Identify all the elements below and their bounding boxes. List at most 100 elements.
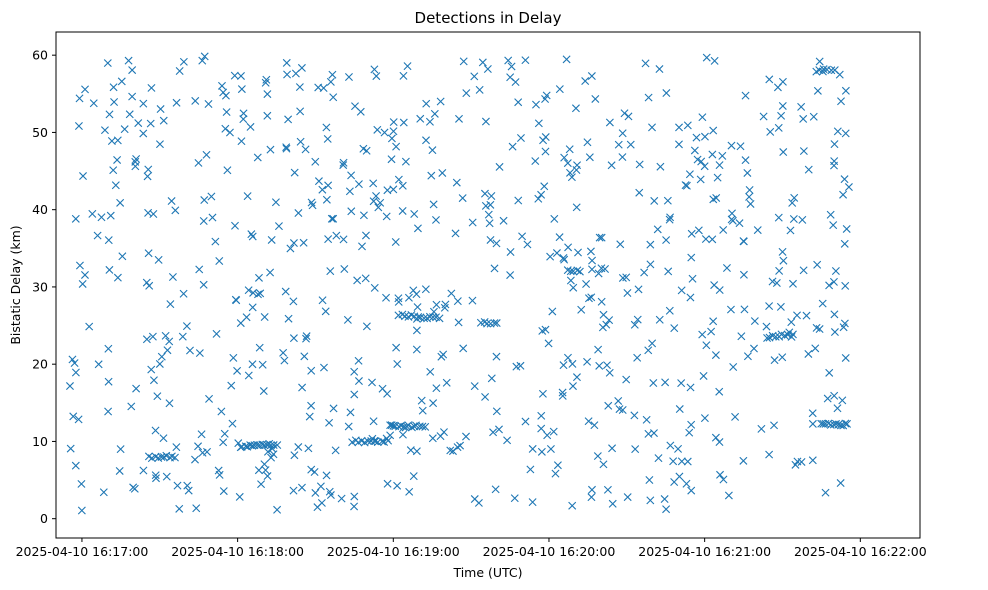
detection-point [572, 203, 581, 212]
detection-point [586, 247, 595, 256]
detection-point [559, 361, 568, 370]
detection-point [178, 332, 187, 341]
detection-point [103, 59, 112, 68]
detection-point [421, 285, 430, 294]
detection-point [307, 465, 316, 474]
detection-point [687, 253, 696, 262]
detection-point [729, 362, 738, 371]
detection-point [542, 91, 551, 100]
detection-point [499, 216, 508, 225]
detection-point [266, 441, 275, 450]
detection-point [504, 56, 513, 65]
detection-point [653, 225, 662, 234]
detection-point [220, 429, 229, 438]
detection-point [453, 297, 462, 306]
detection-point [256, 289, 265, 298]
detection-point [326, 267, 335, 276]
detection-point [833, 404, 842, 413]
detection-point [514, 98, 523, 107]
detection-point [104, 344, 113, 353]
detection-point [257, 480, 266, 489]
detection-point [437, 352, 446, 361]
detection-point [237, 85, 246, 94]
detection-point [838, 396, 847, 405]
detection-point [254, 273, 263, 282]
detection-point [649, 378, 658, 387]
detection-point [648, 339, 657, 348]
detection-point [558, 391, 567, 400]
detection-point [311, 157, 320, 166]
detection-point [693, 155, 702, 164]
detection-point [279, 348, 288, 357]
detection-point [225, 128, 234, 137]
detection-point [163, 346, 172, 355]
detection-point [765, 302, 774, 311]
detection-point [722, 264, 731, 273]
detection-point [459, 344, 468, 353]
detection-point [148, 332, 157, 341]
detection-point [728, 209, 736, 218]
detection-point [739, 456, 748, 465]
detection-point [582, 280, 591, 289]
detection-point [508, 142, 517, 151]
detection-point [709, 195, 718, 204]
detection-point [347, 207, 356, 216]
detection-point [429, 399, 438, 408]
detection-point [503, 436, 512, 445]
x-tick-label: 2025-04-10 16:17:00 [16, 544, 149, 559]
detection-point [840, 175, 849, 184]
detection-point [431, 215, 440, 224]
detection-point [304, 444, 313, 453]
detection-point [475, 85, 484, 94]
detection-point [97, 213, 106, 222]
detection-point [298, 383, 307, 392]
detection-point [294, 443, 303, 452]
detection-point [363, 437, 372, 446]
detection-point [832, 419, 840, 428]
detection-point [125, 110, 134, 119]
detection-point [89, 99, 98, 108]
detection-point [587, 265, 596, 274]
detection-point [350, 502, 359, 511]
detection-point [548, 307, 557, 316]
detection-point [154, 255, 163, 264]
detection-point [142, 278, 151, 287]
detection-point [281, 287, 290, 296]
detection-point [235, 492, 244, 501]
detection-point [788, 330, 797, 339]
detection-point [175, 504, 184, 513]
detection-point [624, 112, 633, 121]
detection-point [159, 116, 168, 125]
detection-point [830, 140, 839, 149]
detection-point [478, 58, 487, 67]
detection-point [399, 423, 408, 432]
detection-point [836, 421, 845, 430]
detection-point [399, 71, 408, 80]
detection-point [159, 453, 168, 462]
detection-point [422, 136, 430, 145]
detection-point [393, 481, 402, 490]
detection-point [295, 83, 304, 92]
detection-point [412, 290, 421, 299]
detection-point [318, 185, 327, 194]
detection-point [155, 140, 164, 149]
detection-point [675, 405, 684, 414]
detection-point [768, 277, 777, 286]
detection-point [184, 486, 193, 495]
detection-point [591, 94, 600, 103]
detection-point [191, 455, 199, 464]
detection-point [583, 357, 592, 366]
detection-point [564, 243, 573, 252]
detection-point [553, 461, 562, 470]
detection-point [172, 98, 181, 107]
detection-point [700, 162, 709, 171]
detection-point [302, 334, 311, 343]
detection-point [282, 58, 291, 67]
detection-point [483, 319, 492, 328]
detection-point [329, 404, 338, 413]
detection-point [104, 377, 113, 386]
detection-point [779, 256, 788, 265]
detection-point [301, 145, 310, 154]
detection-point [702, 53, 711, 62]
detection-point [555, 233, 564, 242]
